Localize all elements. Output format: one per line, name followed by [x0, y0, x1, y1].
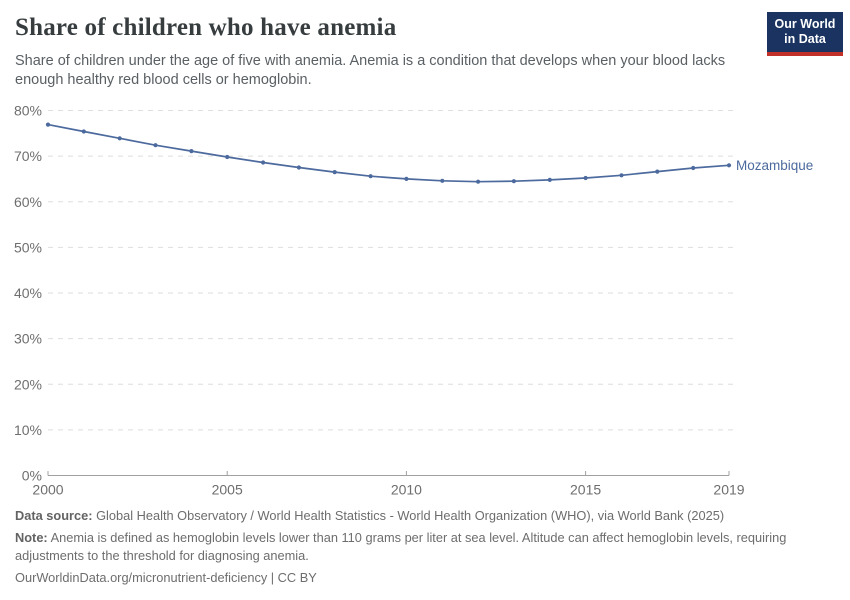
y-tick-label: 10% [14, 422, 42, 438]
owid-logo-line1: Our World [774, 17, 836, 31]
note-text: Anemia is defined as hemoglobin levels l… [15, 530, 787, 563]
line-chart: 0% 10% 20% 30% 40% 50% 60% 70% 80% 2000 2005 2010 20… [14, 103, 813, 498]
x-tick-label: 2000 [32, 482, 63, 498]
citation-line: OurWorldinData.org/micronutrient-deficie… [15, 570, 317, 586]
data-point [368, 174, 373, 179]
data-point [404, 176, 409, 181]
data-point [189, 149, 194, 154]
x-tick-label: 2019 [713, 482, 744, 498]
data-point [45, 122, 51, 127]
note-line: Note: Anemia is defined as hemoglobin le… [15, 529, 837, 564]
series-end-label: Mozambique [736, 158, 813, 173]
data-point [440, 178, 445, 183]
data-point [476, 179, 481, 184]
data-point [117, 136, 122, 141]
data-source-text: Global Health Observatory / World Health… [96, 508, 725, 523]
data-point [81, 129, 86, 134]
data-point [153, 143, 158, 148]
data-point [332, 170, 337, 175]
chart-footer: Data source: Global Health Observatory /… [15, 507, 837, 592]
y-tick-label: 40% [14, 285, 42, 301]
y-tick-label: 80% [14, 103, 42, 119]
data-point [511, 179, 516, 184]
x-tick-label: 2010 [391, 482, 422, 498]
data-point [261, 160, 266, 165]
data-point [296, 165, 301, 170]
data-source-line: Data source: Global Health Observatory /… [15, 507, 837, 524]
y-tick-label: 50% [14, 239, 42, 255]
note-label: Note: [15, 530, 48, 546]
owid-logo-line2: in Data [784, 32, 826, 47]
y-tick-label: 70% [14, 148, 42, 164]
data-point [225, 154, 230, 160]
data-point [691, 165, 696, 171]
y-tick-label: 60% [14, 194, 42, 210]
y-tick-label: 0% [22, 468, 42, 484]
data-point [583, 175, 588, 181]
data-point [619, 173, 624, 178]
series-line [47, 123, 730, 183]
y-tick-label: 20% [14, 376, 42, 392]
x-tick-label: 2005 [212, 482, 243, 498]
page-title: Share of children who have anemia [15, 14, 397, 41]
data-point [726, 163, 732, 168]
x-tick-label: 2015 [570, 482, 601, 498]
owid-logo: Our World in Data [767, 12, 843, 56]
data-source-label: Data source: [15, 508, 93, 523]
chart-subtitle: Share of children under the age of five … [15, 53, 726, 89]
data-point [547, 177, 552, 182]
data-point [655, 169, 660, 174]
y-tick-label: 30% [14, 331, 42, 347]
